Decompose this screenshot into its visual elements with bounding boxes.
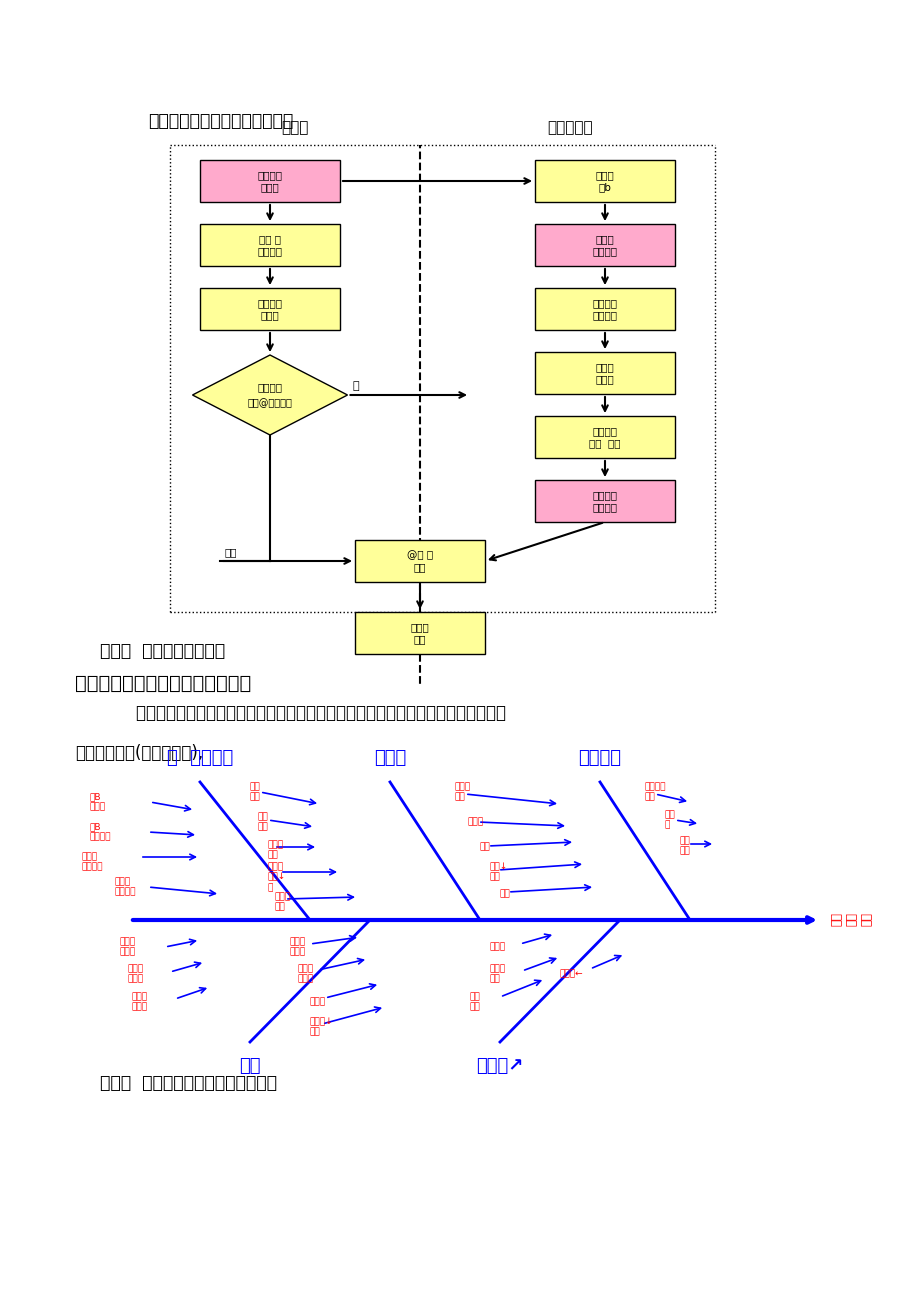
Text: 茁缺處
什帅: 茁缺處 什帅	[410, 622, 429, 643]
Text: 腐机数
超机超: 腐机数 超机超	[131, 992, 148, 1012]
Text: 瀋糾口
甲b: 瀋糾口 甲b	[595, 171, 614, 191]
Text: 甲B
稳析机: 甲B 稳析机	[90, 793, 106, 811]
Text: 波焊制程。如图一左半部所示。: 波焊制程。如图一左半部所示。	[148, 112, 293, 130]
Text: 比幾超: 比幾超	[490, 943, 505, 952]
FancyBboxPatch shape	[535, 480, 675, 522]
Text: 瀋糾槍口
沙鮪  槲煠: 瀋糾槍口 沙鮪 槲煠	[588, 426, 620, 448]
Text: 生产程序等等(如图二所示),: 生产程序等等(如图二所示),	[75, 743, 203, 762]
FancyBboxPatch shape	[355, 540, 484, 582]
Text: 沿温
范围: 沿温 范围	[679, 836, 690, 855]
FancyBboxPatch shape	[199, 224, 340, 266]
Text: 液场灵
槽地推移: 液场灵 槽地推移	[115, 878, 136, 897]
Text: 做汉警: 做汉警	[281, 120, 309, 135]
Text: 涨场灵口
沙觉阻口: 涨场灵口 沙觉阻口	[592, 298, 617, 320]
FancyBboxPatch shape	[199, 160, 340, 202]
Text: 表面黏着组装制程中涉入相当复杂且广泛的变量，如原材料、机械设备、参数设定、: 表面黏着组装制程中涉入相当复杂且广泛的变量，如原材料、机械设备、参数设定、	[115, 704, 505, 723]
Text: 枯口矛机
蘸胶槽口: 枯口矛机 蘸胶槽口	[592, 490, 617, 512]
Text: 缺陷数
湿度: 缺陷数 湿度	[455, 783, 471, 802]
Text: 接炊数
博帅帅: 接炊数 博帅帅	[595, 362, 614, 384]
Text: 液场灵
槽地推移: 液场灵 槽地推移	[82, 853, 103, 872]
FancyBboxPatch shape	[535, 160, 675, 202]
Text: 波场灵
分帅超: 波场灵 分帅超	[289, 937, 306, 957]
Text: 腐蚀度
污染↓
汗: 腐蚀度 污染↓ 汗	[267, 862, 286, 892]
Text: 什鼢整腺: 什鼢整腺	[257, 381, 282, 392]
Text: 低温
模型: 低温 模型	[470, 992, 481, 1012]
Polygon shape	[192, 355, 347, 435]
Text: 腐蚀
亦毕: 腐蚀 亦毕	[257, 812, 268, 832]
Text: 甲B
槽地基扩: 甲B 槽地基扩	[90, 823, 111, 841]
Text: 腐蚀超
機超: 腐蚀超 機超	[490, 965, 505, 984]
Text: 腐墨器: 腐墨器	[373, 749, 405, 767]
Text: 液数
攄脈: 液数 攄脈	[250, 783, 260, 802]
Text: 濃度稠整: 濃度稠整	[578, 749, 621, 767]
FancyBboxPatch shape	[535, 352, 675, 395]
Text: 腐蚀机
污超: 腐蚀机 污超	[275, 892, 290, 911]
Text: 图二、  表面黏着制程变量因效分析图: 图二、 表面黏着制程变量因效分析图	[100, 1074, 277, 1092]
Text: 低超机←: 低超机←	[560, 970, 583, 979]
FancyBboxPatch shape	[535, 288, 675, 329]
Text: 槽  偏差污染: 槽 偏差污染	[166, 749, 233, 767]
Text: 数: 数	[352, 381, 358, 391]
Text: 二、表面黏着制程现况及制程问题: 二、表面黏着制程现况及制程问题	[75, 674, 251, 693]
Text: 温度
细: 温度 细	[664, 810, 675, 829]
Text: 炮机数
超温超: 炮机数 超温超	[128, 965, 144, 984]
Text: 腐蚀度
污染: 腐蚀度 污染	[267, 840, 284, 859]
Text: 比超机↓
地超: 比超机↓ 地超	[310, 1017, 334, 1036]
Text: 品質
问题
制程: 品質 问题 制程	[827, 913, 870, 927]
Text: 情度: 情度	[480, 842, 490, 852]
Text: @糾 口
什囿: @糾 口 什囿	[406, 551, 433, 572]
Text: 技法温度
範圍: 技法温度 範圍	[644, 783, 665, 802]
Text: 情掉: 情掉	[499, 889, 510, 898]
FancyBboxPatch shape	[535, 417, 675, 458]
Text: 胸壁: 胸壁	[239, 1057, 260, 1075]
Text: 腐蚀数
超温限: 腐蚀数 超温限	[119, 937, 136, 957]
Text: 比機超: 比機超	[310, 997, 325, 1006]
Text: 做花炮样
什儡農: 做花炮样 什儡農	[257, 298, 282, 320]
Text: 濃溼著↗: 濃溼著↗	[476, 1057, 523, 1075]
Text: 涨场 灵
沙胡体斯: 涨场 灵 沙胡体斯	[257, 234, 282, 255]
Text: 图一、  表面黏着基本制程: 图一、 表面黏着基本制程	[100, 642, 225, 660]
FancyBboxPatch shape	[535, 224, 675, 266]
Text: 遮克炮機
局部帅: 遮克炮機 局部帅	[257, 171, 282, 191]
FancyBboxPatch shape	[199, 288, 340, 329]
FancyBboxPatch shape	[355, 612, 484, 654]
Text: 孖胞@口胸锚龙: 孖胞@口胸锚龙	[247, 398, 292, 408]
Text: 缺陷率: 缺陷率	[468, 818, 483, 827]
Text: 的城市湿易: 的城市湿易	[547, 120, 592, 135]
Text: 攄炊数
规炫帅口: 攄炊数 规炫帅口	[592, 234, 617, 255]
Text: 波超机
分地超: 波超机 分地超	[298, 965, 313, 984]
Text: 通艴: 通艴	[225, 547, 237, 557]
Text: 情度↓
涂层: 情度↓ 涂层	[490, 862, 507, 881]
